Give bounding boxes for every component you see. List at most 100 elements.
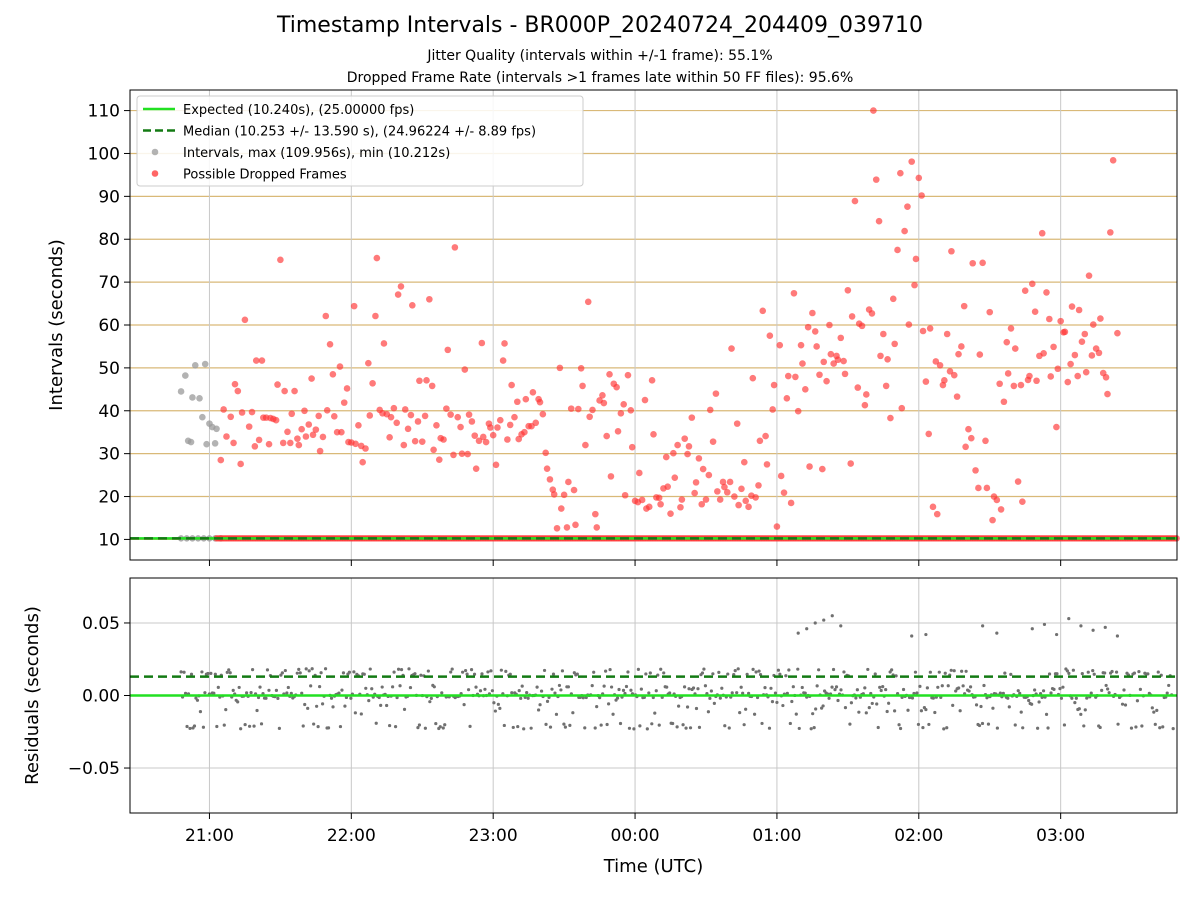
residual-point bbox=[887, 701, 891, 705]
dropped-frame-point bbox=[366, 412, 374, 419]
residual-point bbox=[968, 685, 973, 689]
residual-point bbox=[815, 684, 819, 688]
dropped-frame-point bbox=[567, 405, 575, 412]
residual-point bbox=[901, 687, 906, 692]
residual-point bbox=[747, 691, 751, 695]
dropped-frame-point bbox=[804, 323, 812, 331]
residual-point bbox=[796, 631, 800, 635]
residual-point bbox=[309, 684, 313, 688]
residual-point bbox=[842, 670, 846, 674]
residual-point bbox=[315, 704, 319, 708]
dropped-frame-point bbox=[742, 497, 750, 505]
residual-point bbox=[247, 724, 252, 728]
dropped-frame-point bbox=[336, 363, 344, 370]
dropped-frame-point bbox=[401, 406, 409, 413]
residual-point bbox=[1134, 725, 1138, 729]
dropped-frame-point bbox=[487, 424, 494, 431]
residual-point bbox=[708, 696, 712, 700]
residual-point bbox=[468, 724, 472, 728]
residual-point bbox=[668, 691, 672, 695]
residual-point bbox=[1146, 672, 1150, 676]
y-tick-label: 0.05 bbox=[82, 614, 120, 634]
residual-point bbox=[499, 668, 503, 672]
residual-point bbox=[1150, 706, 1154, 710]
dropped-frame-point bbox=[960, 302, 968, 310]
y-tick-label: 80 bbox=[98, 230, 120, 250]
dropped-frame-point bbox=[820, 358, 828, 366]
dropped-frame-point bbox=[777, 472, 785, 480]
residual-point bbox=[694, 706, 699, 711]
interval-point bbox=[187, 438, 195, 446]
dropped-frame-point bbox=[840, 357, 847, 365]
residual-point bbox=[264, 696, 268, 700]
dropped-frame-point bbox=[586, 413, 593, 421]
dropped-frame-point bbox=[792, 373, 799, 381]
dropped-frame-point bbox=[950, 371, 958, 379]
dropped-frame-point bbox=[1095, 349, 1103, 357]
y-tick-label: 100 bbox=[88, 144, 120, 164]
residual-point bbox=[483, 687, 487, 691]
residual-point bbox=[834, 685, 839, 689]
dropped-frame-point bbox=[287, 439, 294, 447]
residual-point bbox=[615, 696, 620, 700]
dropped-frame-point bbox=[965, 425, 972, 433]
dropped-frame-point bbox=[905, 321, 913, 328]
residual-point bbox=[919, 709, 924, 713]
residual-point bbox=[684, 726, 688, 730]
interval-point bbox=[201, 360, 209, 368]
dropped-frame-point bbox=[1050, 343, 1057, 351]
residual-point bbox=[316, 724, 320, 729]
dropped-frame-point bbox=[613, 383, 620, 391]
residual-point bbox=[1052, 687, 1056, 691]
residual-point bbox=[709, 689, 713, 693]
residual-point bbox=[627, 726, 632, 730]
residual-point bbox=[685, 705, 690, 709]
dropped-frame-point bbox=[997, 506, 1005, 513]
dropped-frame-point bbox=[572, 521, 579, 529]
residual-point bbox=[1047, 672, 1052, 676]
residual-point bbox=[581, 696, 585, 700]
dropped-frame-point bbox=[844, 286, 852, 294]
dropped-frame-point bbox=[699, 465, 707, 473]
dropped-frame-point bbox=[302, 433, 310, 440]
residual-point bbox=[876, 725, 880, 730]
dropped-frame-point bbox=[1053, 423, 1060, 431]
residual-point bbox=[784, 674, 788, 678]
residual-point bbox=[432, 685, 436, 689]
residual-point bbox=[936, 685, 940, 689]
residual-point bbox=[1055, 632, 1059, 637]
residual-point bbox=[1001, 691, 1005, 695]
residual-point bbox=[520, 684, 524, 688]
residuals-y-ticks: 0.05 0.00 −0.05 bbox=[68, 614, 130, 779]
dropped-frame-point bbox=[511, 413, 518, 421]
residual-point bbox=[720, 686, 724, 690]
dropped-frame-point bbox=[397, 283, 405, 290]
residual-point bbox=[550, 687, 554, 691]
dropped-frame-point bbox=[854, 384, 862, 391]
dropped-frame-point bbox=[316, 447, 324, 455]
residual-point bbox=[496, 702, 500, 706]
dropped-frame-point bbox=[1047, 373, 1055, 380]
residual-point bbox=[1086, 670, 1090, 674]
residual-point bbox=[502, 723, 506, 728]
dropped-frame-point bbox=[447, 411, 454, 418]
residual-point bbox=[605, 722, 609, 727]
dropped-frame-point bbox=[670, 449, 677, 457]
dropped-frame-point bbox=[681, 435, 689, 442]
dropped-frame-point bbox=[1003, 338, 1011, 346]
residual-point bbox=[343, 704, 347, 708]
dropped-frame-point bbox=[326, 340, 334, 348]
residual-point bbox=[738, 711, 742, 715]
dropped-frame-point bbox=[1000, 398, 1008, 406]
residual-point bbox=[474, 685, 478, 689]
residual-point bbox=[814, 707, 818, 711]
residual-point bbox=[1042, 622, 1047, 627]
residual-point bbox=[516, 724, 520, 729]
dropped-frame-point bbox=[671, 474, 679, 481]
residual-point bbox=[237, 685, 241, 690]
dropped-frame-point bbox=[982, 437, 989, 445]
residual-point bbox=[831, 667, 836, 672]
residual-point bbox=[222, 723, 226, 727]
residual-point bbox=[536, 708, 541, 712]
residual-point bbox=[822, 618, 826, 622]
